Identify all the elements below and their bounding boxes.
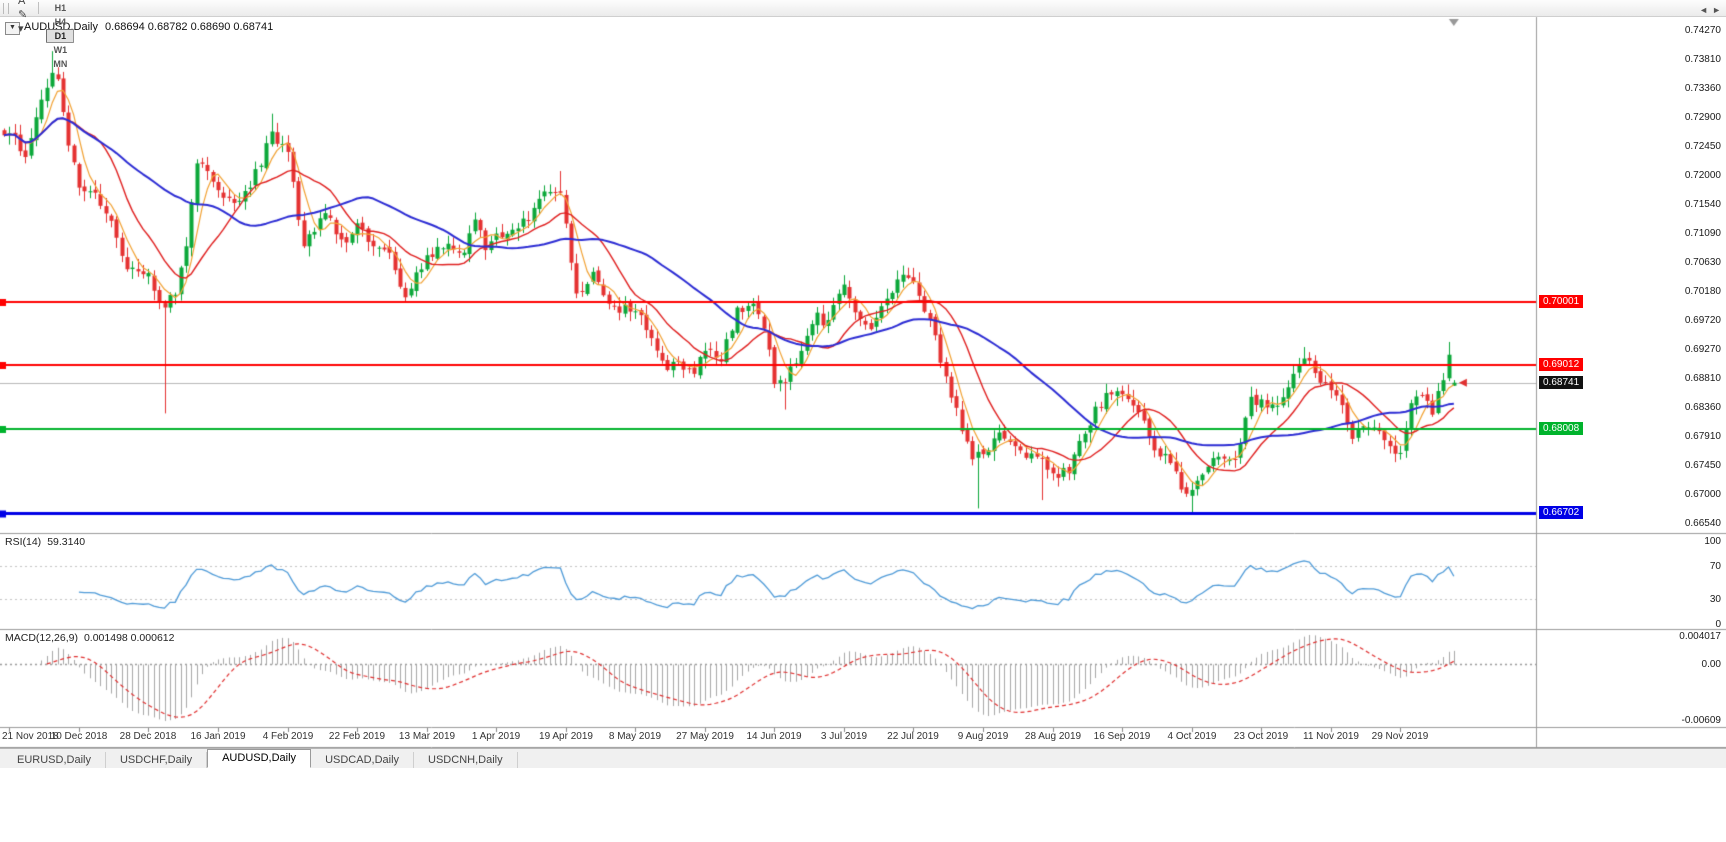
timeframe-button-h1[interactable]: H1 [54, 3, 67, 13]
chevron-down-icon[interactable]: ▼ [5, 22, 20, 35]
date-label: 23 Oct 2019 [1233, 731, 1289, 742]
date-label: 4 Oct 2019 [1167, 731, 1217, 742]
rsi-scale-label: 100 [1704, 536, 1721, 547]
date-label: 8 May 2019 [608, 731, 662, 742]
hline-price-badge[interactable]: 0.70001 [1539, 295, 1584, 308]
hline-price-badge[interactable]: 0.68008 [1539, 422, 1584, 435]
date-label: 16 Jan 2019 [190, 731, 246, 742]
tab-scroll-left-icon[interactable]: ◄ [1699, 5, 1709, 15]
price-scale-tick: 0.72000 [1684, 170, 1721, 181]
symbol-name: AUDUSD,Daily [24, 21, 98, 33]
tools-dropdown-caret[interactable]: ▾ [18, 23, 24, 35]
price-scale-tick: 0.70630 [1684, 257, 1721, 268]
price-scale-tick: 0.67450 [1684, 460, 1721, 471]
price-scale-tick: 0.66540 [1684, 518, 1721, 529]
price-scale-tick: 0.73360 [1684, 83, 1721, 94]
chart-tabs: EURUSD,Daily USDCHF,Daily AUDUSD,Daily USDC… [3, 749, 518, 768]
toolbar-separator [38, 2, 40, 14]
macd-scale-label: -0.00609 [1681, 715, 1721, 726]
rsi-scale-label: 0 [1715, 619, 1721, 630]
tab-scroll-arrows: ◄ ► [1695, 5, 1721, 15]
date-label: 28 Aug 2019 [1024, 731, 1082, 742]
price-scale-tick: 0.74270 [1684, 25, 1721, 36]
macd-scale-label: 0.004017 [1679, 631, 1721, 642]
price-scale-tick: 0.68360 [1684, 402, 1721, 413]
timeframe-group: M1M5M15M30H1H4D1W1MN [45, 0, 75, 71]
date-label: 27 May 2019 [676, 731, 734, 742]
date-label: 28 Dec 2018 [119, 731, 177, 742]
price-scale-tick: 0.71090 [1684, 228, 1721, 239]
price-scale-tick: 0.72450 [1684, 141, 1721, 152]
tab-eurusd[interactable]: EURUSD,Daily [3, 752, 106, 768]
date-label: 29 Nov 2019 [1371, 731, 1429, 742]
tab-usdchf[interactable]: USDCHF,Daily [106, 752, 208, 768]
rsi-scale-label: 30 [1709, 594, 1721, 605]
tab-audusd[interactable]: AUDUSD,Daily [207, 749, 312, 768]
date-label: 19 Apr 2019 [539, 731, 593, 742]
date-label: 1 Apr 2019 [471, 731, 521, 742]
ohlc-values: 0.68694 0.68782 0.68690 0.68741 [104, 21, 274, 33]
tab-usdcad[interactable]: USDCAD,Daily [311, 752, 415, 768]
macd-indicator-label: MACD(12,26,9) 0.001498 0.000612 [5, 632, 174, 644]
price-scale-tick: 0.68810 [1684, 373, 1721, 384]
date-label: 10 Dec 2018 [50, 731, 108, 742]
rsi-indicator-value: 59.3140 [47, 536, 86, 548]
rsi-indicator-label: RSI(14) 59.3140 [5, 536, 85, 548]
macd-indicator-name: MACD(12,26,9) [5, 632, 78, 644]
toolbar-left-group: ▦A✎▾ [14, 0, 32, 36]
date-label: 13 Mar 2019 [398, 731, 456, 742]
date-label: 16 Sep 2019 [1093, 731, 1151, 742]
price-scale-tick: 0.73810 [1684, 54, 1721, 65]
date-label: 4 Feb 2019 [262, 731, 314, 742]
date-label: 9 Aug 2019 [957, 731, 1009, 742]
text-tool-button[interactable]: A [18, 0, 26, 7]
timeframe-button-h4[interactable]: H4 [54, 17, 67, 27]
price-scale-tick: 0.67910 [1684, 431, 1721, 442]
tab-scroll-right-icon[interactable]: ► [1712, 5, 1721, 15]
hline-price-badge[interactable]: 0.69012 [1539, 358, 1584, 371]
chart-title: ▼ AUDUSD,Daily 0.68694 0.68782 0.68690 0.6… [5, 21, 273, 35]
price-scale-tick: 0.71540 [1684, 199, 1721, 210]
draw-tool-button[interactable]: ✎ [18, 9, 28, 21]
current-price-badge: 0.68741 [1539, 376, 1584, 389]
toolbar-grip[interactable] [3, 2, 9, 14]
price-scale-tick: 0.69720 [1684, 315, 1721, 326]
macd-scale-label: 0.00 [1701, 659, 1721, 670]
date-label: 22 Jul 2019 [887, 731, 939, 742]
price-scale-tick: 0.72900 [1684, 112, 1721, 123]
timeframe-button-d1[interactable]: D1 [46, 29, 75, 43]
timeframe-button-w1[interactable]: W1 [53, 45, 68, 55]
rsi-scale-label: 70 [1709, 561, 1721, 572]
date-label: 21 Nov 2018 [2, 731, 59, 742]
timeframe-button-mn[interactable]: MN [53, 59, 68, 69]
chart-tab-bar: EURUSD,Daily USDCHF,Daily AUDUSD,Daily USDC… [0, 748, 1726, 768]
date-label: 14 Jun 2019 [746, 731, 802, 742]
price-scale-tick: 0.69270 [1684, 344, 1721, 355]
tab-usdcnh[interactable]: USDCNH,Daily [414, 752, 518, 768]
price-scale-tick: 0.67000 [1684, 489, 1721, 500]
hline-price-badge[interactable]: 0.66702 [1539, 506, 1584, 519]
main-toolbar: ▦A✎▾ M1M5M15M30H1H4D1W1MN [0, 0, 1726, 69]
rsi-indicator-name: RSI(14) [5, 536, 42, 548]
date-label: 11 Nov 2019 [1303, 731, 1359, 742]
date-label: 3 Jul 2019 [820, 731, 868, 742]
price-scale-tick: 0.70180 [1684, 286, 1721, 297]
date-label: 22 Feb 2019 [328, 731, 386, 742]
macd-indicator-values: 0.001498 0.000612 [83, 632, 175, 644]
